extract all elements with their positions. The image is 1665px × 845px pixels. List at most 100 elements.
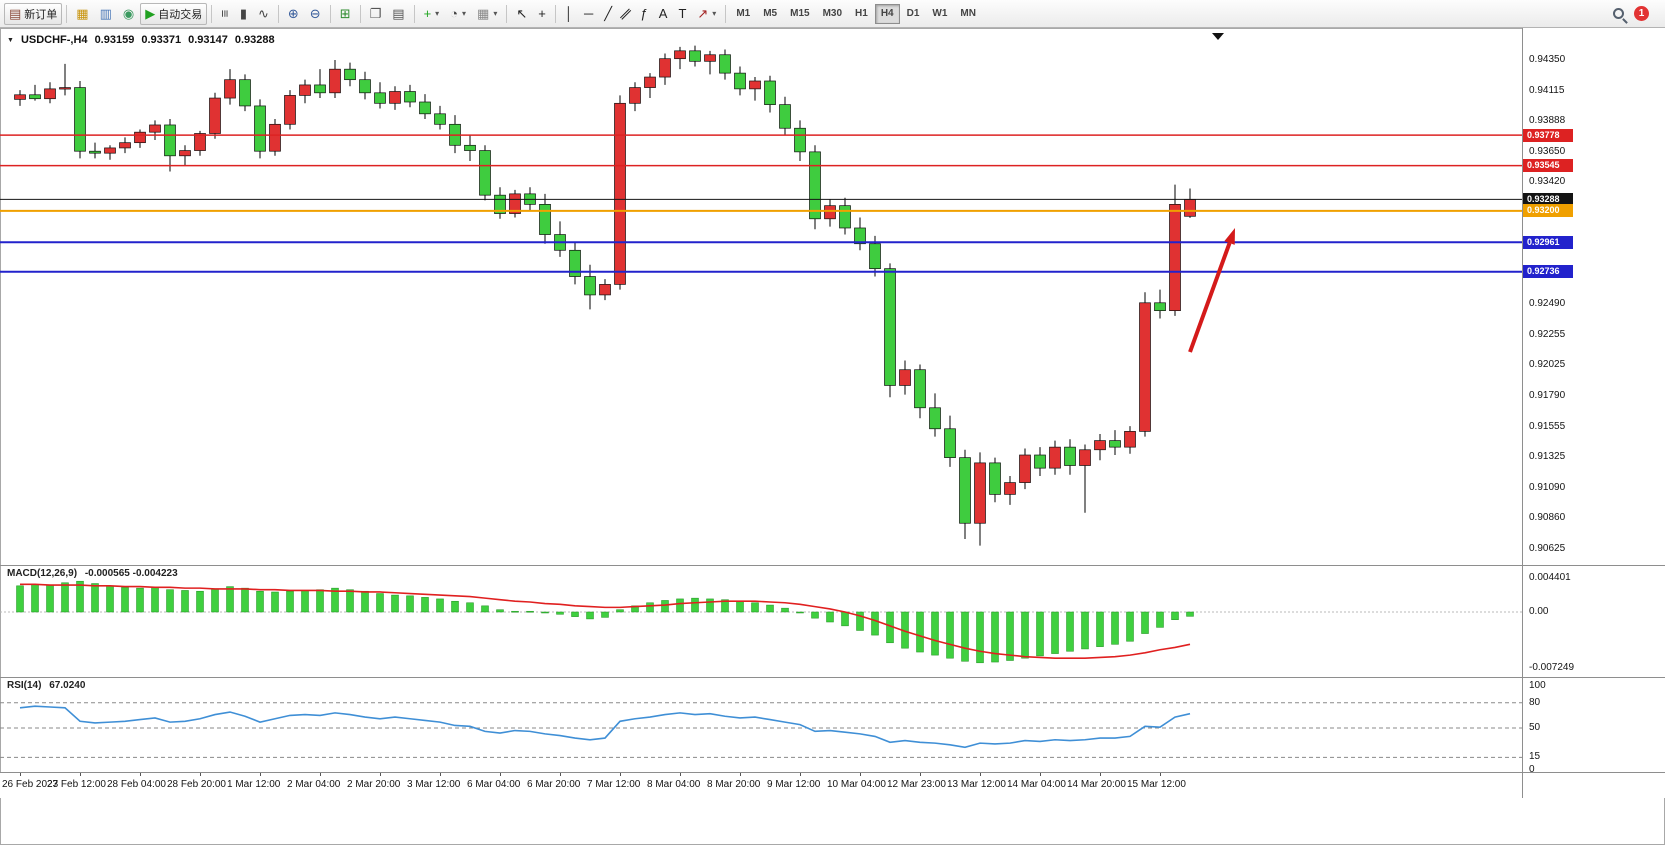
macd-histogram-bar [661,600,669,613]
tile-horizontal-icon[interactable]: ▤ [387,3,409,25]
bull-candle [674,50,686,60]
bar-chart-icon[interactable]: ≡ [216,3,234,25]
time-tick [320,772,321,776]
time-label: 2 Mar 20:00 [347,779,401,790]
tile-windows-icon[interactable]: ⊞ [335,3,356,25]
macd-histogram-bar [46,584,54,613]
pane-separator[interactable] [0,677,1665,678]
macd-histogram-bar [316,589,324,613]
fibonacci-tool-icon[interactable]: ƒ [636,3,653,25]
tf-mn[interactable]: MN [960,8,976,19]
bear-candle [569,249,581,277]
macd-histogram-bar [166,589,174,613]
price-badge: 0.92961 [1523,235,1573,249]
macd-histogram-bar [1051,611,1059,654]
tf-w1[interactable]: W1 [932,8,948,19]
price-tick-label: 0.93650 [1529,145,1566,157]
macd-histogram-bar [931,611,939,656]
price-tick-label: 0.93420 [1529,176,1566,188]
macd-indicator-canvas[interactable] [0,565,1522,677]
candlestick-chart-icon[interactable]: ▮ [235,3,252,25]
bull-candle [299,84,311,96]
macd-histogram-bar [841,611,849,627]
channel-tool-icon[interactable]: ∥ [618,3,635,25]
trendline-tool-icon: ╱ [604,6,613,21]
macd-histogram-bar [376,593,384,613]
time-label: 1 Mar 12:00 [227,779,281,790]
tf-m30[interactable]: M30 [822,8,843,19]
price-badge: 0.93778 [1523,128,1573,142]
zoom-out-icon: ⊖ [309,6,321,21]
bear-candle [809,151,821,220]
time-axis: 26 Feb 2023 27 Feb 12:00 28 Feb 04:00 28 Fe… [0,772,1522,798]
crosshair-tool-icon[interactable]: + [533,3,551,25]
tf-d1[interactable]: D1 [906,8,920,19]
toolbar-right: 1 [1613,6,1661,21]
time-label: 12 Mar 23:00 [887,779,946,790]
macd-axis-label: 0.004401 [1529,572,1571,584]
trendline-tool-icon[interactable]: ╱ [599,3,617,25]
text-tool-icon[interactable]: A [654,3,673,25]
chevron-down-icon[interactable]: ▼ [7,36,14,44]
trend-arrow-object[interactable] [1188,242,1232,353]
bull-candle [1019,454,1031,483]
tf-h4[interactable]: H4 [874,3,900,24]
time-tick [800,772,801,776]
price-badge: 0.92736 [1523,265,1573,279]
zoom-in-icon[interactable]: ⊕ [283,3,304,25]
bear-candle [494,194,506,214]
price-chart-canvas[interactable] [0,30,1522,565]
price-tick-label: 0.94115 [1529,84,1565,96]
macd-histogram-bar [676,598,684,613]
bear-candle [689,50,701,62]
line-chart-icon[interactable]: ∿ [253,3,274,25]
templates-button[interactable]: ▦ ▾ [472,3,502,25]
tf-m5[interactable]: M5 [763,8,778,19]
chevron-down-icon: ▾ [712,9,717,18]
macd-histogram-bar [496,609,504,613]
autotrading-button[interactable]: ▶ 自动交易 [140,2,208,25]
label-tool-icon[interactable]: T [673,3,691,25]
time-tick [980,772,981,776]
macd-histogram-bar [481,605,489,613]
tf-h1[interactable]: H1 [855,8,868,19]
bull-candle [644,76,656,88]
cascade-windows-icon[interactable]: ❐ [365,3,387,25]
tf-m1[interactable]: M1 [736,8,751,19]
toolbar-separator [359,4,361,23]
search-icon[interactable] [1613,8,1624,19]
bull-candle [389,91,401,104]
macd-histogram-bar [811,611,819,619]
bull-candle [509,193,521,214]
label-tool-icon: T [678,6,687,21]
indicators-button[interactable]: + ▾ [419,3,445,25]
chart-marker-icon[interactable] [1212,33,1224,40]
data-window-icon[interactable]: ▥ [95,3,117,25]
pane-separator[interactable] [0,565,1665,566]
bear-candle [764,80,776,105]
time-tick [260,772,261,776]
macd-histogram-bar [946,611,954,659]
bull-candle [179,150,191,157]
tf-m15[interactable]: M15 [790,8,810,19]
macd-histogram-bar [346,589,354,613]
periods-button[interactable]: ◔ ▾ [445,3,471,25]
bear-candle [719,54,731,74]
macd-signal-line [20,583,1191,659]
time-label: 2 Mar 04:00 [287,779,341,790]
arrows-tool-button[interactable]: ↗ ▾ [692,3,721,25]
cursor-tool-icon[interactable]: ↖ [511,3,532,25]
new-order-button[interactable]: ▤ 新订单 [4,2,63,25]
zoom-out-icon[interactable]: ⊖ [305,3,326,25]
horizontal-line-tool-icon[interactable]: ─ [579,3,598,25]
trend-arrow-head[interactable] [1224,228,1235,245]
vertical-line-tool-icon[interactable]: │ [560,3,578,25]
rsi-indicator-canvas[interactable] [0,677,1522,772]
notification-badge[interactable]: 1 [1634,6,1649,21]
time-tick [1100,772,1101,776]
macd-histogram-bar [271,591,279,613]
macd-histogram-bar [196,590,204,613]
market-watch-icon[interactable]: ▦ [71,3,93,25]
bear-candle [989,462,1001,495]
navigator-icon[interactable]: ◉ [118,3,139,25]
